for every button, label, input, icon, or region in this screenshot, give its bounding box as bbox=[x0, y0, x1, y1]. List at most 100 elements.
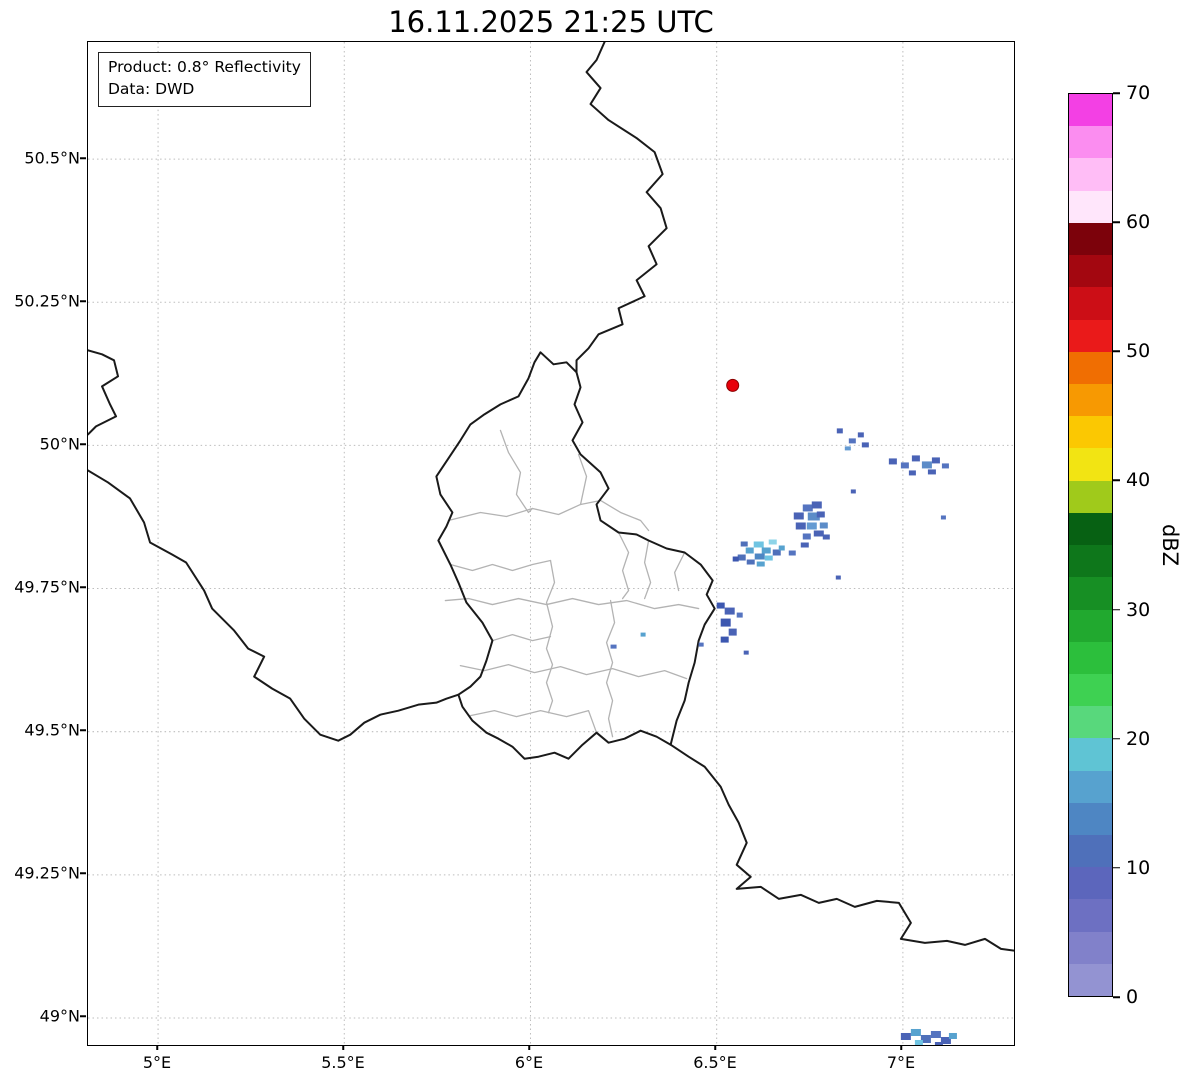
y-tick-label: 49.75°N bbox=[14, 577, 80, 597]
radar-echo-cell bbox=[822, 534, 830, 540]
colorbar-segment bbox=[1069, 190, 1112, 223]
product-info-box: Product: 0.8° Reflectivity Data: DWD bbox=[98, 52, 311, 107]
border-belgium-germany bbox=[575, 42, 668, 374]
colorbar-segment bbox=[1069, 738, 1112, 771]
canton-border bbox=[499, 429, 534, 514]
luxembourg-internal-borders bbox=[444, 429, 700, 738]
radar-echo-cell bbox=[927, 469, 936, 475]
radar-echo-cell bbox=[788, 550, 796, 556]
x-axis-tick bbox=[342, 1045, 344, 1050]
colorbar-segment bbox=[1069, 448, 1112, 481]
y-tick-label: 50.5°N bbox=[24, 148, 80, 168]
radar-echo-cell bbox=[772, 549, 781, 556]
canton-border bbox=[444, 597, 700, 610]
y-tick-label: 49.25°N bbox=[14, 863, 80, 883]
colorbar-segment bbox=[1069, 416, 1112, 449]
radar-echo-cell bbox=[836, 428, 843, 434]
y-axis-tick bbox=[80, 586, 86, 588]
radar-echo-cell bbox=[778, 545, 785, 551]
border-givet-salient bbox=[88, 349, 120, 436]
colorbar-tick-label: 40 bbox=[1126, 469, 1151, 492]
radar-echo-cell bbox=[850, 489, 856, 494]
colorbar-tick bbox=[1113, 867, 1120, 869]
radar-echo-cell bbox=[948, 1032, 957, 1039]
radar-echo-cell bbox=[764, 555, 773, 561]
radar-echo-cell bbox=[940, 1036, 951, 1044]
radar-echo-cell bbox=[737, 554, 746, 561]
radar-echo-cell bbox=[640, 632, 646, 637]
radar-echo-cell bbox=[754, 553, 765, 560]
figure-title: 16.11.2025 21:25 UTC bbox=[388, 5, 714, 39]
colorbar-segment bbox=[1069, 835, 1112, 868]
radar-echo-cell bbox=[753, 541, 764, 548]
y-axis-tick bbox=[80, 872, 86, 874]
y-tick-label: 50°N bbox=[39, 434, 80, 454]
colorbar-segment bbox=[1069, 545, 1112, 578]
colorbar-segment bbox=[1069, 577, 1112, 610]
colorbar-segment bbox=[1069, 770, 1112, 803]
colorbar-tick-label: 10 bbox=[1126, 856, 1151, 879]
radar-echo-cell bbox=[835, 575, 841, 580]
colorbar-segment bbox=[1069, 287, 1112, 320]
radar-echo-cell bbox=[743, 650, 749, 655]
colorbar-tick-label: 60 bbox=[1126, 211, 1151, 234]
canton-border bbox=[545, 559, 556, 714]
radar-echo-cell bbox=[900, 1032, 911, 1040]
grid-lines bbox=[88, 42, 1014, 1045]
colorbar-tick bbox=[1113, 350, 1120, 353]
map-canvas bbox=[88, 42, 1014, 1045]
colorbar-tick bbox=[1113, 737, 1120, 740]
y-axis-tick bbox=[80, 443, 86, 445]
radar-echo-cell bbox=[802, 533, 811, 540]
radar-echo-cell bbox=[746, 559, 755, 565]
colorbar-segment bbox=[1069, 383, 1112, 417]
data-source-line: Data: DWD bbox=[108, 80, 195, 99]
colorbar-tick bbox=[1113, 479, 1120, 482]
x-tick-label: 7°E bbox=[886, 1053, 916, 1072]
radar-echo-cell bbox=[756, 561, 765, 567]
radar-echo-cell bbox=[908, 470, 916, 476]
radar-echo-cell bbox=[819, 522, 828, 529]
radar-echo-cell bbox=[720, 618, 731, 627]
radar-echo-cell bbox=[941, 463, 949, 469]
colorbar-gradient bbox=[1069, 94, 1112, 997]
colorbar bbox=[1068, 93, 1113, 997]
radar-echo-cell bbox=[920, 1034, 931, 1043]
radar-echo-cell bbox=[930, 1030, 941, 1038]
canton-border bbox=[449, 559, 552, 572]
radar-site-marker bbox=[726, 378, 740, 392]
colorbar-segment bbox=[1069, 222, 1112, 256]
x-axis-tick bbox=[714, 1045, 716, 1050]
radar-echo-cell bbox=[745, 547, 754, 554]
radar-echo-cell bbox=[931, 457, 940, 464]
canton-border bbox=[577, 453, 588, 506]
country-borders bbox=[88, 42, 1014, 952]
radar-echo-cell bbox=[900, 462, 909, 469]
x-axis-tick bbox=[156, 1045, 158, 1050]
radar-echo-cell bbox=[914, 1039, 923, 1045]
y-tick-label: 49.5°N bbox=[24, 720, 80, 740]
radar-echo-cell bbox=[811, 501, 822, 509]
colorbar-segment bbox=[1069, 899, 1112, 932]
radar-echo-cell bbox=[934, 1041, 943, 1045]
radar-echo-cell bbox=[793, 512, 804, 520]
colorbar-tick-label: 20 bbox=[1126, 727, 1151, 750]
y-axis-tick bbox=[80, 1015, 86, 1017]
colorbar-segment bbox=[1069, 158, 1112, 191]
colorbar-axis-label: dBZ bbox=[1158, 523, 1182, 567]
border-france-germany bbox=[669, 743, 1014, 952]
colorbar-tick bbox=[1113, 92, 1120, 94]
x-tick-label: 6.5°E bbox=[693, 1053, 737, 1072]
colorbar-tick bbox=[1113, 221, 1120, 223]
y-tick-label: 49°N bbox=[39, 1006, 80, 1026]
radar-echo-cell bbox=[724, 607, 735, 615]
colorbar-tick-label: 30 bbox=[1126, 598, 1151, 621]
colorbar-segment bbox=[1069, 126, 1112, 159]
product-line: Product: 0.8° Reflectivity bbox=[108, 58, 301, 76]
radar-echo-cell bbox=[816, 511, 825, 518]
radar-echo-cell bbox=[698, 642, 704, 647]
radar-echo-cell bbox=[813, 530, 824, 537]
radar-echo-cell bbox=[732, 556, 739, 562]
colorbar-tick-label: 0 bbox=[1126, 986, 1139, 1008]
